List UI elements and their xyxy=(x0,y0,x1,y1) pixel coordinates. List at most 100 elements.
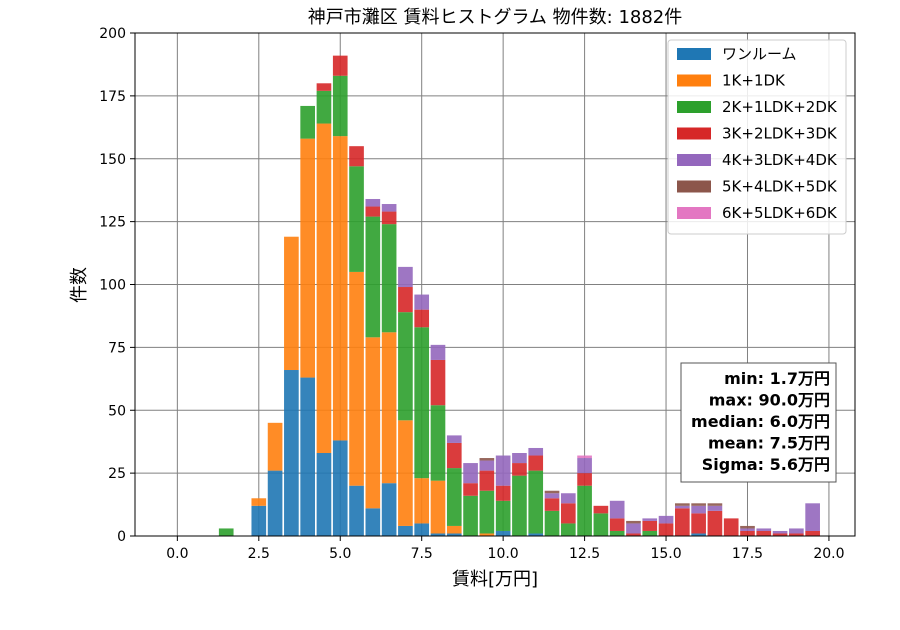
bar-segment xyxy=(772,530,788,534)
bar-segment xyxy=(495,485,511,501)
legend-swatch xyxy=(677,101,711,113)
y-tick-label: 175 xyxy=(99,89,126,105)
bar-segment xyxy=(609,500,625,519)
bar-segment xyxy=(365,198,381,207)
bar-segment xyxy=(560,523,576,536)
bar-segment xyxy=(218,528,234,536)
bar-segment xyxy=(691,513,706,534)
bar-segment xyxy=(300,138,315,378)
y-tick-label: 100 xyxy=(99,278,126,294)
bar-segment xyxy=(642,530,658,536)
x-axis-label: 賃料[万円] xyxy=(452,569,538,590)
y-tick-label: 0 xyxy=(117,529,126,545)
bar-segment xyxy=(626,533,641,536)
bar-segment xyxy=(398,287,413,313)
legend-entry: 6K+5LDK+6DK xyxy=(722,204,838,222)
legend-swatch xyxy=(677,74,711,87)
bar-segment xyxy=(300,105,315,139)
legend-entry: 4K+3LDK+4DK xyxy=(722,151,838,169)
stats-box: min: 1.7万円 max: 90.0万円 median: 6.0万円 mean: … xyxy=(680,362,837,483)
y-tick-label: 125 xyxy=(99,215,126,231)
bar-segment xyxy=(430,359,446,406)
legend-entry: 2K+1LDK+2DK xyxy=(722,98,838,116)
bar-segment xyxy=(528,533,544,536)
bar-segment xyxy=(675,505,690,509)
bar-segment xyxy=(512,475,527,536)
y-axis-label: 件数 xyxy=(69,267,90,303)
y-tick-label: 200 xyxy=(99,26,126,42)
bar-segment xyxy=(675,508,690,536)
bar-segment xyxy=(381,224,397,333)
bar-segment xyxy=(609,518,625,531)
x-tick-label: 2.5 xyxy=(248,546,270,562)
bar-segment xyxy=(251,505,267,536)
bar-segment xyxy=(740,528,755,531)
bar-segment xyxy=(707,510,723,536)
legend-swatch xyxy=(677,207,711,219)
bars xyxy=(218,55,820,536)
bar-segment xyxy=(495,500,511,531)
bar-segment xyxy=(642,518,658,521)
bar-segment xyxy=(463,495,478,536)
bar-segment xyxy=(789,533,804,536)
legend-swatch xyxy=(677,154,711,166)
y-tick-label: 50 xyxy=(108,403,126,419)
bar-segment xyxy=(560,493,576,504)
bar-segment xyxy=(544,490,560,494)
legend-swatch xyxy=(677,180,711,193)
legend-swatch xyxy=(677,127,711,140)
bar-segment xyxy=(740,525,755,529)
bar-segment xyxy=(446,435,462,443)
legend: ワンルーム 1K+1DK 2K+1LDK+2DK 3K+2LDK+3DK 4K+3LDK… xyxy=(667,39,847,235)
legend-entry: 3K+2LDK+3DK xyxy=(722,125,838,143)
bar-segment xyxy=(512,463,527,476)
bar-segment xyxy=(381,483,397,536)
legend-box xyxy=(667,39,847,235)
bar-segment xyxy=(446,525,462,534)
bar-segment xyxy=(479,458,495,461)
x-tick-label: 12.5 xyxy=(569,546,600,562)
bar-segment xyxy=(528,455,544,471)
bar-segment xyxy=(332,440,348,536)
bar-segment xyxy=(284,236,299,371)
bar-segment xyxy=(772,533,788,536)
bar-segment xyxy=(430,480,446,534)
bar-segment xyxy=(740,530,755,536)
bar-segment xyxy=(316,90,332,124)
bar-segment xyxy=(577,458,592,474)
bar-segment xyxy=(495,455,511,486)
bar-segment xyxy=(691,505,706,514)
bar-segment xyxy=(446,442,462,469)
bar-segment xyxy=(707,503,723,506)
bar-segment xyxy=(544,493,560,499)
bar-segment xyxy=(316,123,332,454)
bar-segment xyxy=(414,327,430,479)
legend-entry: 5K+4LDK+5DK xyxy=(722,178,838,196)
bar-segment xyxy=(398,266,413,288)
bar-segment xyxy=(398,525,413,536)
bar-segment xyxy=(365,337,381,509)
bar-segment xyxy=(267,422,283,471)
bar-segment xyxy=(414,478,430,524)
x-tick-label: 20.0 xyxy=(813,546,844,562)
chart-title: 神戸市灘区 賃料ヒストグラム 物件数: 1882件 xyxy=(308,7,683,28)
bar-segment xyxy=(365,206,381,217)
bar-segment xyxy=(365,508,381,536)
bar-segment xyxy=(381,204,397,212)
bar-segment xyxy=(332,75,348,137)
stats-box-frame xyxy=(680,362,837,483)
bar-segment xyxy=(609,530,625,536)
bar-segment xyxy=(789,528,804,534)
bar-segment xyxy=(756,528,772,531)
bar-segment xyxy=(446,533,462,536)
bar-segment xyxy=(251,498,267,506)
stats-line: min: 1.7万円 xyxy=(724,369,830,388)
bar-segment xyxy=(805,530,820,536)
bar-segment xyxy=(479,533,495,536)
bar-segment xyxy=(381,211,397,225)
bar-segment xyxy=(430,344,446,360)
bar-segment xyxy=(593,505,609,514)
x-tick-label: 7.5 xyxy=(411,546,433,562)
x-tick-label: 0.0 xyxy=(166,546,188,562)
